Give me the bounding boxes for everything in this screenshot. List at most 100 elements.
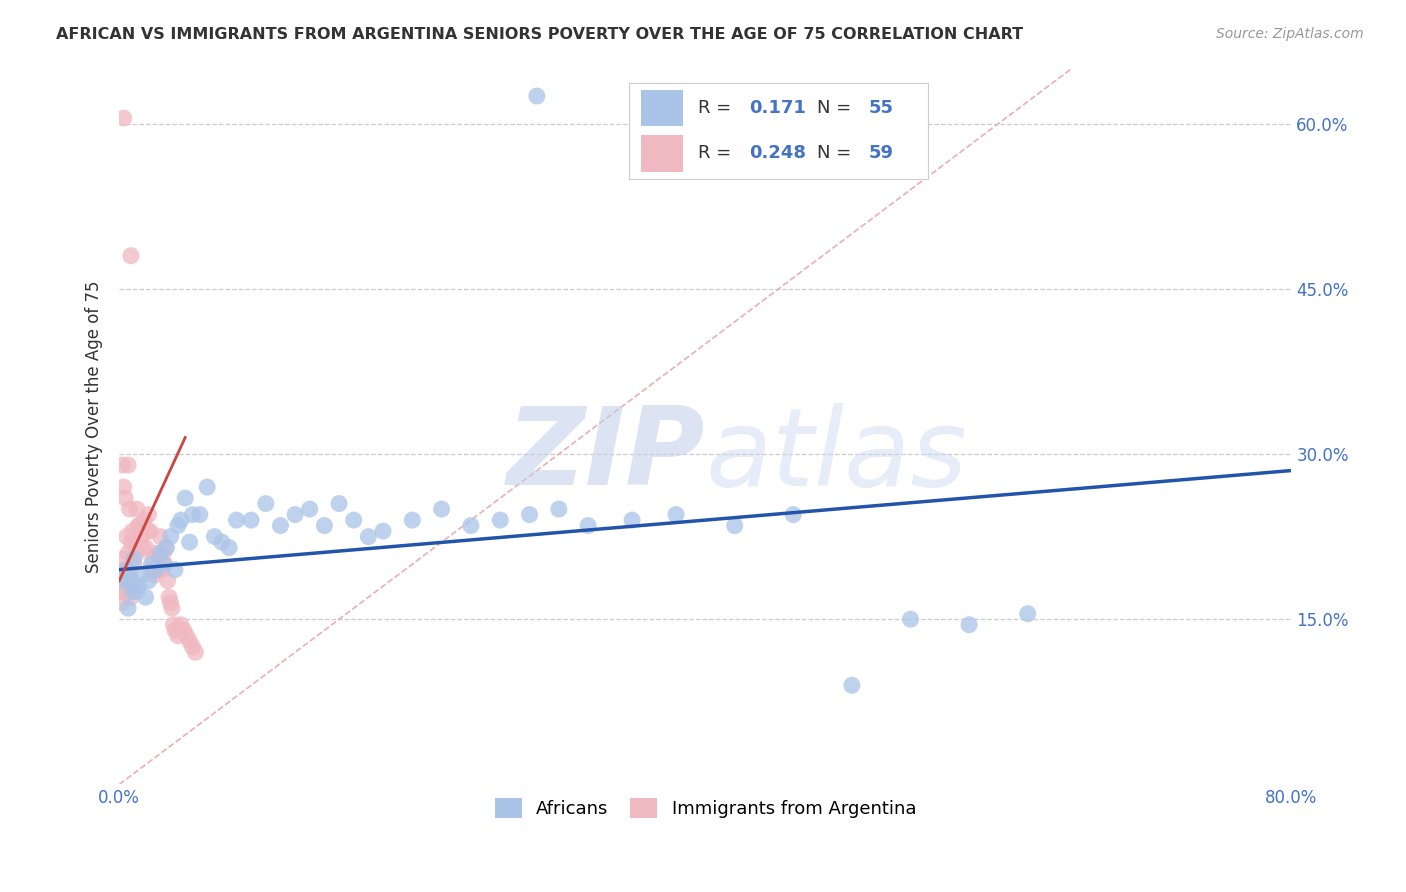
Point [111, 458, 134, 472]
Point [117, 458, 139, 472]
Point [115, 584, 138, 599]
Point [118, 502, 141, 516]
Point [111, 596, 134, 610]
Text: ZIP: ZIP [508, 402, 706, 508]
Point [167, 518, 190, 533]
Point [576, 518, 599, 533]
Point [145, 546, 167, 560]
Point [225, 513, 247, 527]
Point [114, 491, 136, 505]
Point [371, 524, 394, 538]
Point [122, 551, 145, 566]
Point [167, 629, 190, 643]
Point [179, 535, 201, 549]
Point [146, 557, 169, 571]
Point [156, 574, 179, 588]
Point [526, 89, 548, 103]
Point [112, 111, 135, 125]
Point [188, 508, 211, 522]
Point [328, 497, 350, 511]
Point [129, 568, 152, 582]
Point [489, 513, 512, 527]
Point [184, 645, 207, 659]
Point [170, 617, 193, 632]
Point [114, 574, 136, 588]
Point [150, 563, 173, 577]
Point [122, 535, 145, 549]
Point [204, 530, 226, 544]
Point [170, 513, 193, 527]
Point [153, 557, 176, 571]
Point [112, 551, 135, 566]
Point [160, 601, 183, 615]
Point [314, 518, 336, 533]
Point [132, 541, 155, 555]
Point [957, 617, 980, 632]
Point [195, 480, 218, 494]
Point [125, 584, 148, 599]
Point [149, 546, 172, 560]
Point [782, 508, 804, 522]
Legend: Africans, Immigrants from Argentina: Africans, Immigrants from Argentina [488, 791, 924, 825]
Point [120, 590, 142, 604]
Point [163, 624, 186, 638]
Point [112, 480, 135, 494]
Point [115, 530, 138, 544]
Point [117, 601, 139, 615]
Point [143, 568, 166, 582]
Point [138, 508, 160, 522]
Point [547, 502, 569, 516]
Point [138, 574, 160, 588]
Point [121, 584, 143, 599]
Point [111, 584, 134, 599]
Point [460, 518, 482, 533]
Point [155, 541, 177, 555]
Point [357, 530, 380, 544]
Point [127, 518, 149, 533]
Point [125, 546, 148, 560]
Point [162, 617, 184, 632]
Point [240, 513, 263, 527]
Point [159, 530, 181, 544]
Point [724, 518, 747, 533]
Point [125, 502, 148, 516]
Point [110, 579, 132, 593]
Y-axis label: Seniors Poverty Over the Age of 75: Seniors Poverty Over the Age of 75 [86, 280, 103, 573]
Point [343, 513, 366, 527]
Point [254, 497, 277, 511]
Point [120, 249, 142, 263]
Point [124, 535, 146, 549]
Point [176, 629, 198, 643]
Point [159, 596, 181, 610]
Point [127, 579, 149, 593]
Point [179, 634, 201, 648]
Point [1017, 607, 1039, 621]
Point [173, 624, 195, 638]
Point [120, 535, 142, 549]
Point [121, 579, 143, 593]
Point [135, 541, 157, 555]
Point [152, 546, 174, 560]
Point [181, 640, 204, 654]
Point [148, 563, 170, 577]
Point [142, 551, 165, 566]
Point [110, 563, 132, 577]
Point [430, 502, 453, 516]
Point [152, 557, 174, 571]
Point [269, 518, 291, 533]
Point [122, 557, 145, 571]
Point [218, 541, 240, 555]
Point [284, 508, 307, 522]
Point [118, 568, 141, 582]
Point [401, 513, 423, 527]
Point [139, 524, 162, 538]
Point [128, 518, 150, 533]
Point [135, 590, 157, 604]
Point [117, 546, 139, 560]
Point [841, 678, 863, 692]
Point [134, 513, 156, 527]
Point [115, 563, 138, 577]
Point [141, 563, 163, 577]
Point [174, 491, 197, 505]
Point [181, 508, 204, 522]
